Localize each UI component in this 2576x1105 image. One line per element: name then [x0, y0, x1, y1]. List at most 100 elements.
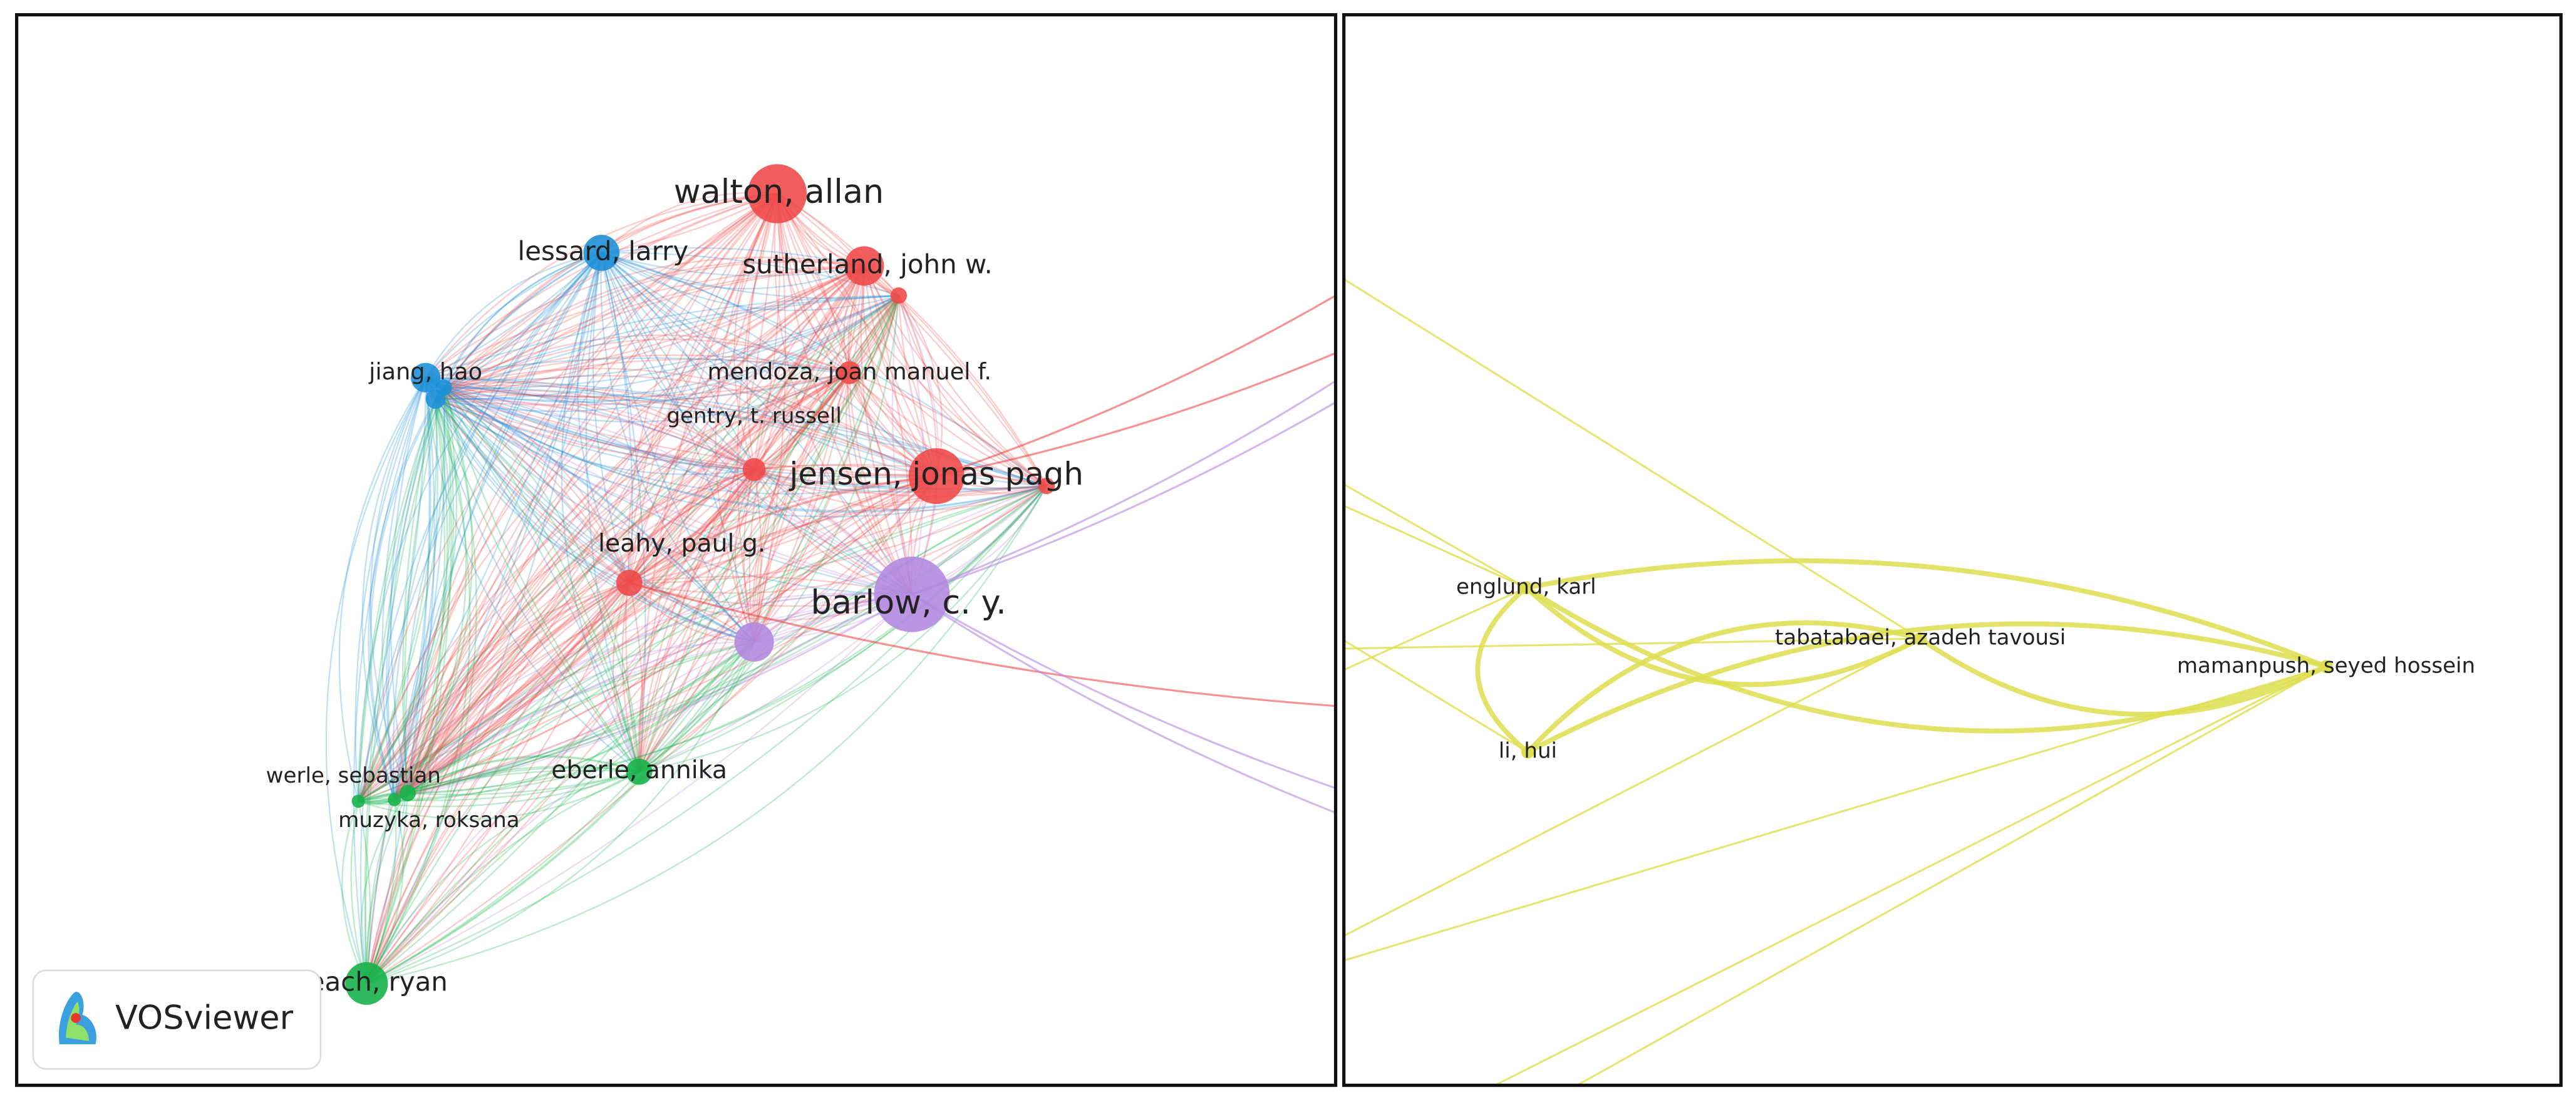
edge — [752, 372, 851, 642]
node — [2319, 660, 2333, 674]
edge — [425, 193, 777, 378]
edge — [1343, 483, 1527, 589]
edge — [368, 398, 437, 800]
edge — [629, 372, 851, 583]
edge — [406, 265, 865, 794]
edge — [773, 193, 913, 595]
edge — [1343, 639, 1529, 753]
edge — [406, 295, 899, 794]
edge — [753, 193, 781, 470]
edge — [628, 372, 850, 583]
edge — [1526, 620, 1922, 754]
edge — [435, 398, 640, 772]
nodes: englund, karl tabatabaei, azadeh tavousi m… — [1456, 574, 2475, 763]
node — [1038, 478, 1055, 495]
edge — [629, 474, 937, 583]
edge — [897, 295, 939, 595]
edge — [435, 265, 865, 400]
edge — [406, 593, 912, 794]
edge — [406, 378, 435, 793]
edge — [358, 582, 630, 802]
edge — [358, 475, 938, 802]
edge — [443, 252, 602, 388]
node — [844, 246, 884, 286]
edge — [715, 193, 778, 642]
edge — [601, 252, 865, 290]
edge — [394, 641, 755, 801]
edge — [366, 193, 778, 984]
edge — [406, 475, 937, 794]
edge — [366, 372, 851, 984]
edge — [862, 265, 938, 477]
edge — [390, 377, 427, 793]
edge — [360, 252, 603, 984]
edge — [366, 594, 913, 984]
nodes: walton, allan lessard, larry sutherland, j… — [266, 164, 1084, 1005]
edge — [394, 756, 639, 801]
edge — [387, 387, 445, 800]
edge — [366, 771, 640, 984]
edge — [425, 377, 630, 584]
edge — [753, 475, 937, 643]
edge — [366, 771, 640, 984]
edge — [358, 265, 865, 802]
edge — [435, 398, 630, 583]
edge — [393, 193, 778, 800]
edge — [358, 641, 755, 802]
edge — [425, 257, 865, 379]
edge — [425, 377, 1047, 487]
edge — [425, 377, 937, 477]
edge — [393, 265, 865, 800]
edge — [639, 485, 1047, 773]
edge — [425, 377, 630, 583]
edge — [1918, 636, 2327, 717]
edge — [443, 387, 630, 583]
edge — [406, 387, 473, 794]
edge — [638, 469, 755, 773]
edge — [366, 295, 900, 984]
node — [742, 458, 766, 481]
edge — [863, 265, 938, 477]
edge — [358, 399, 438, 802]
edge — [425, 193, 778, 379]
edge — [366, 485, 1047, 984]
edge — [629, 582, 1336, 707]
edge — [435, 398, 640, 773]
edge — [443, 372, 850, 398]
edge — [1475, 585, 1529, 754]
edge — [443, 252, 602, 388]
edge — [386, 398, 437, 800]
node-label: walton, allan — [674, 173, 884, 211]
edges — [325, 192, 1336, 985]
edge — [407, 485, 1047, 794]
node — [1519, 581, 1533, 595]
edge — [407, 594, 913, 794]
edge — [435, 372, 850, 406]
edge — [638, 295, 899, 773]
edge — [639, 485, 1047, 773]
edge — [366, 582, 630, 984]
edge — [753, 372, 850, 470]
edge — [394, 265, 865, 801]
edge — [638, 265, 865, 772]
edge — [629, 295, 900, 584]
edge — [601, 252, 850, 374]
edge — [443, 294, 899, 389]
edge — [393, 193, 778, 800]
edge — [425, 377, 755, 471]
edge — [443, 387, 640, 773]
edge — [638, 295, 900, 773]
edge — [366, 469, 755, 984]
edge — [629, 485, 1047, 594]
edge — [776, 193, 913, 595]
edge — [601, 252, 1047, 487]
edge — [364, 398, 437, 984]
edge — [638, 469, 755, 772]
edge — [753, 265, 865, 470]
edge — [443, 260, 865, 388]
edge — [366, 641, 755, 984]
edge — [1343, 278, 1922, 640]
edge — [629, 575, 913, 595]
edge — [601, 252, 633, 583]
